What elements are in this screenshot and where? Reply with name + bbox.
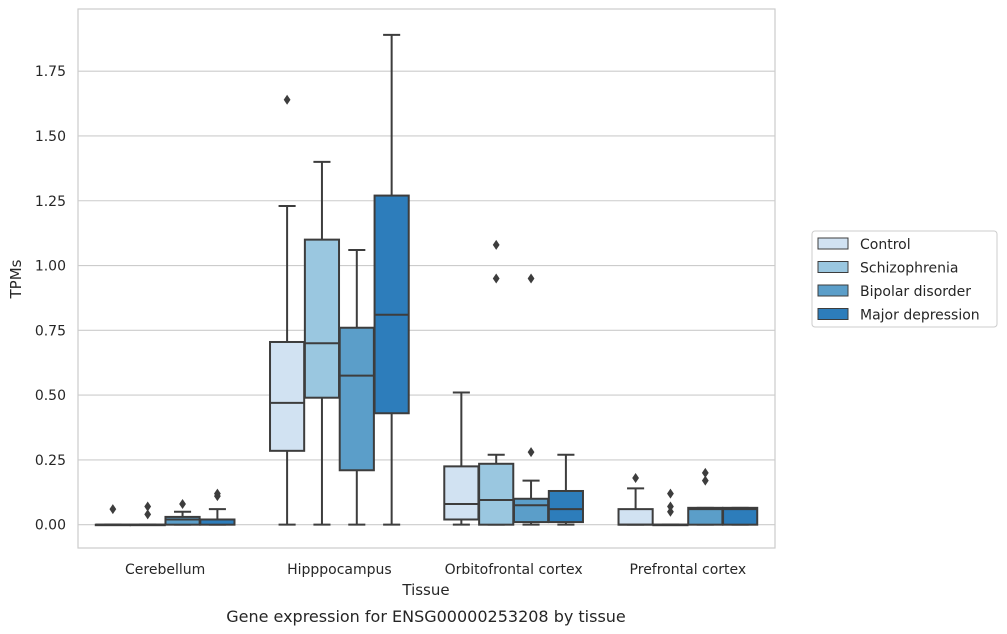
legend-label: Bipolar disorder: [860, 284, 971, 300]
legend-label: Control: [860, 237, 911, 253]
box: [164, 498, 201, 526]
box: [373, 33, 410, 526]
y-tick-label: 0.00: [35, 518, 66, 534]
outlier-point: [527, 447, 535, 458]
outlier-point: [667, 501, 674, 512]
outlier-point: [527, 273, 535, 284]
legend-frame: [811, 230, 998, 328]
outlier-point: [667, 506, 674, 517]
iqr-box: [722, 506, 759, 526]
outlier-point: [109, 504, 117, 515]
box: [652, 488, 689, 527]
box: [478, 239, 515, 526]
y-tick-label: 1.00: [35, 259, 66, 275]
iqr-box: [547, 489, 584, 524]
iqr-box: [687, 506, 724, 526]
box: [687, 467, 724, 526]
box: [722, 506, 759, 526]
outlier-point: [179, 498, 186, 509]
iqr-box: [617, 508, 654, 526]
plot-frame: [77, 8, 776, 549]
x-tick-label: Hipppocampus: [287, 562, 392, 578]
y-tick-labels: 0.00 0.25 0.50 0.75 1.00 1.25 1.50 1.75: [35, 64, 66, 533]
box-series: [94, 33, 759, 527]
legend-swatch: [817, 308, 849, 320]
box: [512, 273, 550, 526]
outlier-point: [144, 501, 152, 512]
x-tick-labels: Cerebellum Hipppocampus Orbitofrontal cort…: [125, 562, 746, 578]
legend-swatch: [817, 284, 849, 297]
outlier-point: [214, 488, 221, 499]
box: [617, 473, 654, 526]
y-tick-label: 1.25: [35, 194, 66, 210]
series-schizophrenia: [129, 160, 689, 527]
series-bipolar-disorder: [164, 248, 724, 526]
box: [338, 248, 375, 526]
legend-swatch: [817, 237, 849, 250]
outlier-point: [701, 475, 709, 486]
iqr-box: [512, 497, 550, 524]
iqr-box: [443, 465, 480, 521]
legend-label: Major depression: [860, 308, 980, 324]
outlier-point: [492, 239, 500, 250]
x-axis-title: Tissue: [401, 581, 449, 599]
outlier-point: [701, 467, 709, 478]
legend: Control Schizophrenia Bipolar disorder Majo…: [811, 230, 998, 328]
box: [94, 504, 131, 527]
y-tick-label: 0.50: [35, 388, 66, 404]
outlier-point: [144, 509, 152, 520]
legend-label: Schizophrenia: [860, 261, 958, 277]
box: [547, 453, 584, 526]
iqr-box: [303, 238, 341, 399]
y-tick-label: 0.25: [35, 453, 66, 469]
iqr-box: [269, 340, 306, 452]
box: [269, 94, 306, 526]
outlier-point: [283, 94, 291, 105]
iqr-box: [373, 194, 410, 415]
gridlines: [78, 70, 775, 526]
outlier-point: [492, 273, 500, 284]
x-tick-label: Cerebellum: [125, 562, 205, 578]
y-tick-label: 0.75: [35, 323, 66, 339]
outlier-point: [632, 473, 639, 484]
box: [443, 391, 480, 526]
box: [129, 501, 166, 527]
series-major-depression: [199, 33, 759, 526]
chart-caption: Gene expression for ENSG00000253208 by t…: [226, 607, 626, 626]
y-axis-title: TPMs: [7, 259, 25, 299]
x-tick-label: Orbitofrontal cortex: [445, 562, 583, 578]
box: [199, 488, 236, 526]
box: [303, 160, 341, 526]
outlier-point: [667, 488, 674, 499]
legend-swatch: [817, 261, 849, 273]
iqr-box: [338, 326, 375, 472]
y-tick-label: 1.75: [35, 64, 66, 80]
series-control: [94, 94, 654, 527]
iqr-box: [164, 515, 201, 526]
x-tick-label: Prefrontal cortex: [630, 562, 747, 578]
iqr-box: [478, 462, 515, 526]
y-tick-label: 1.50: [35, 129, 66, 145]
